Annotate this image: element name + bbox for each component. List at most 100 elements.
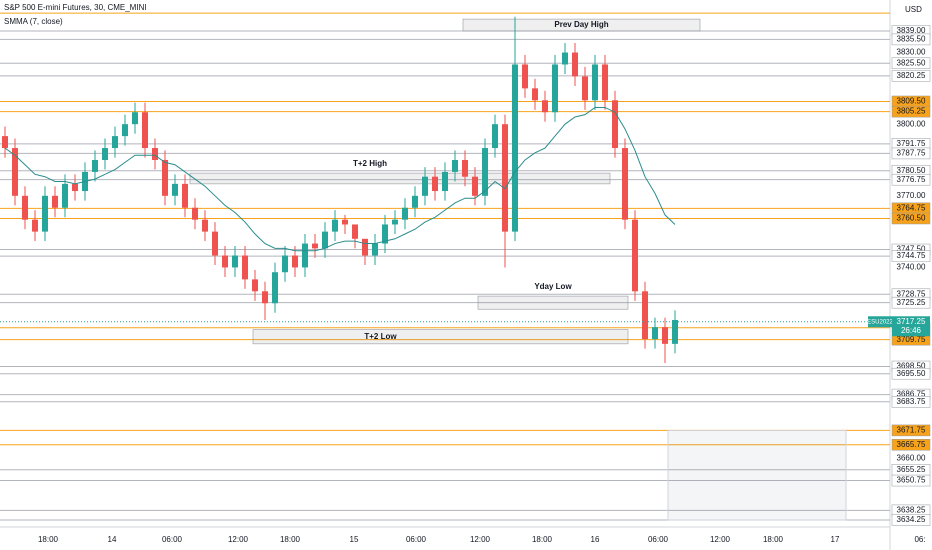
- price-tag: [891, 250, 931, 262]
- x-tick-label: 18:00: [38, 535, 59, 544]
- candle-body: [162, 159, 168, 196]
- y-tick-label: 3776.75: [897, 175, 926, 184]
- zone: [189, 172, 611, 185]
- candle-body: [272, 272, 278, 304]
- candle-body: [192, 207, 198, 220]
- price-tag: [891, 57, 931, 70]
- y-tick-label: 3665.75: [897, 440, 926, 449]
- currency: USD: [905, 5, 922, 14]
- candle-body: [152, 148, 158, 160]
- candle-body: [282, 255, 288, 273]
- candle-body: [462, 159, 468, 177]
- candle-body: [642, 291, 648, 340]
- candle-body: [422, 176, 428, 196]
- price-tag: [892, 47, 930, 59]
- y-tick-label: 3800.00: [897, 119, 926, 128]
- candle-body: [372, 243, 378, 256]
- candle-body: [582, 76, 588, 101]
- candle-body: [602, 64, 608, 101]
- x-tick-label: 06:00: [162, 535, 183, 544]
- candle-body: [172, 183, 178, 196]
- candle-body: [552, 64, 558, 113]
- candle-body: [612, 100, 618, 149]
- candle-body: [492, 124, 498, 149]
- y-tick-label: 3830.00: [897, 48, 926, 57]
- x-tick-label: 12:00: [470, 535, 491, 544]
- smma-line: [4, 106, 676, 252]
- y-tick-label: 3805.25: [897, 107, 926, 116]
- y-tick-label: 3740.00: [897, 263, 926, 272]
- y-tick-label: 3709.75: [897, 335, 926, 344]
- y-tick-label: 3744.75: [897, 251, 926, 260]
- candle-body: [652, 327, 658, 340]
- symbol-tag: [868, 316, 892, 328]
- countdown: 26:46: [901, 326, 922, 335]
- candle-body: [292, 255, 298, 268]
- y-tick-label: 3650.75: [897, 476, 926, 485]
- candle-body: [262, 291, 268, 304]
- candle-body: [432, 176, 438, 192]
- y-tick-label: 3728.75: [897, 289, 926, 298]
- candle-body: [112, 136, 118, 149]
- price-tag: [891, 367, 931, 380]
- candle-body: [62, 183, 68, 208]
- y-tick-label: 3820.25: [897, 71, 926, 80]
- y-tick-label: 3683.75: [897, 397, 926, 406]
- x-tick-label: 06:00: [648, 535, 669, 544]
- candle-body: [532, 88, 538, 101]
- y-tick-label: 3660.00: [897, 454, 926, 463]
- candle-body: [522, 64, 528, 89]
- x-tick-label: 06:: [914, 535, 925, 544]
- candle-body: [212, 231, 218, 256]
- price-tag: [892, 261, 930, 273]
- candle-body: [632, 219, 638, 292]
- price-tag: [891, 296, 931, 309]
- candle-body: [472, 176, 478, 196]
- candle-body: [312, 243, 318, 249]
- price-tag: [891, 396, 931, 408]
- candle-body: [222, 255, 228, 268]
- x-tick-label: 16: [591, 535, 600, 544]
- y-tick-label: 3638.25: [897, 506, 926, 515]
- y-tick-label: 3760.50: [897, 214, 926, 223]
- candle-body: [12, 148, 18, 196]
- candle-body: [412, 195, 418, 208]
- candle-body: [672, 319, 678, 344]
- indicator-label: SMMA (7, close): [4, 17, 63, 26]
- candle-body: [392, 219, 398, 225]
- zone: [462, 18, 701, 32]
- zone-label: Prev Day High: [554, 20, 608, 29]
- x-tick-label: 18:00: [280, 535, 301, 544]
- price-tag: [891, 70, 931, 82]
- symbol: ESU2022: [867, 319, 893, 325]
- projection-zone: [667, 429, 847, 521]
- candle-body: [452, 159, 458, 172]
- zone-label: Yday Low: [534, 282, 572, 291]
- price-tag: [891, 438, 931, 451]
- y-tick-label: 3770.00: [897, 191, 926, 200]
- candle-body: [252, 279, 258, 292]
- candle-body: [322, 231, 328, 249]
- y-tick-label: 3809.50: [897, 97, 926, 106]
- candle-body: [42, 195, 48, 232]
- y-tick-label: 3747.50: [897, 245, 926, 254]
- x-tick-label: 12:00: [228, 535, 249, 544]
- candle-body: [442, 171, 448, 192]
- candle-body: [622, 148, 628, 220]
- candle-body: [102, 148, 108, 160]
- zone: [252, 329, 629, 345]
- candle-body: [92, 159, 98, 172]
- price-tag: [891, 474, 931, 487]
- candle-body: [182, 183, 188, 208]
- y-tick-label: 3695.50: [897, 369, 926, 378]
- y-tick-label: 3791.75: [897, 139, 926, 148]
- candle-body: [592, 64, 598, 101]
- y-tick-label: 3698.50: [897, 362, 926, 371]
- x-tick-label: 18:00: [763, 535, 784, 544]
- zone: [477, 295, 629, 310]
- y-tick-label: 3780.50: [897, 166, 926, 175]
- candle-body: [302, 243, 308, 268]
- x-tick-label: 06:00: [406, 535, 427, 544]
